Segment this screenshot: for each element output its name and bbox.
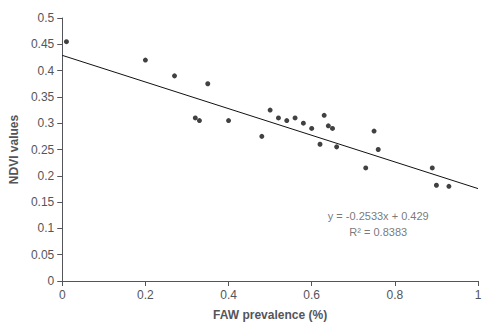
svg-text:0.35: 0.35 — [31, 90, 55, 104]
svg-text:0.5: 0.5 — [38, 11, 55, 25]
svg-text:0.45: 0.45 — [31, 37, 55, 51]
svg-text:0.2: 0.2 — [38, 169, 55, 183]
svg-text:0.6: 0.6 — [303, 288, 320, 302]
svg-text:0: 0 — [48, 274, 55, 288]
svg-text:0.25: 0.25 — [31, 143, 55, 157]
svg-text:y = -0.2533x + 0.429: y = -0.2533x + 0.429 — [328, 210, 429, 222]
svg-text:NDVI values: NDVI values — [7, 114, 21, 184]
svg-text:1: 1 — [475, 288, 482, 302]
svg-text:0.8: 0.8 — [387, 288, 404, 302]
svg-text:0.1: 0.1 — [38, 221, 55, 235]
svg-text:0: 0 — [59, 288, 66, 302]
svg-text:0.15: 0.15 — [31, 195, 55, 209]
svg-text:0.4: 0.4 — [38, 64, 55, 78]
svg-text:0.4: 0.4 — [220, 288, 237, 302]
svg-text:0.2: 0.2 — [137, 288, 154, 302]
svg-text:FAW prevalence (%): FAW prevalence (%) — [213, 308, 327, 322]
svg-text:0.05: 0.05 — [31, 248, 55, 262]
svg-text:R² = 0.8383: R² = 0.8383 — [349, 226, 407, 238]
svg-text:0.3: 0.3 — [38, 116, 55, 130]
